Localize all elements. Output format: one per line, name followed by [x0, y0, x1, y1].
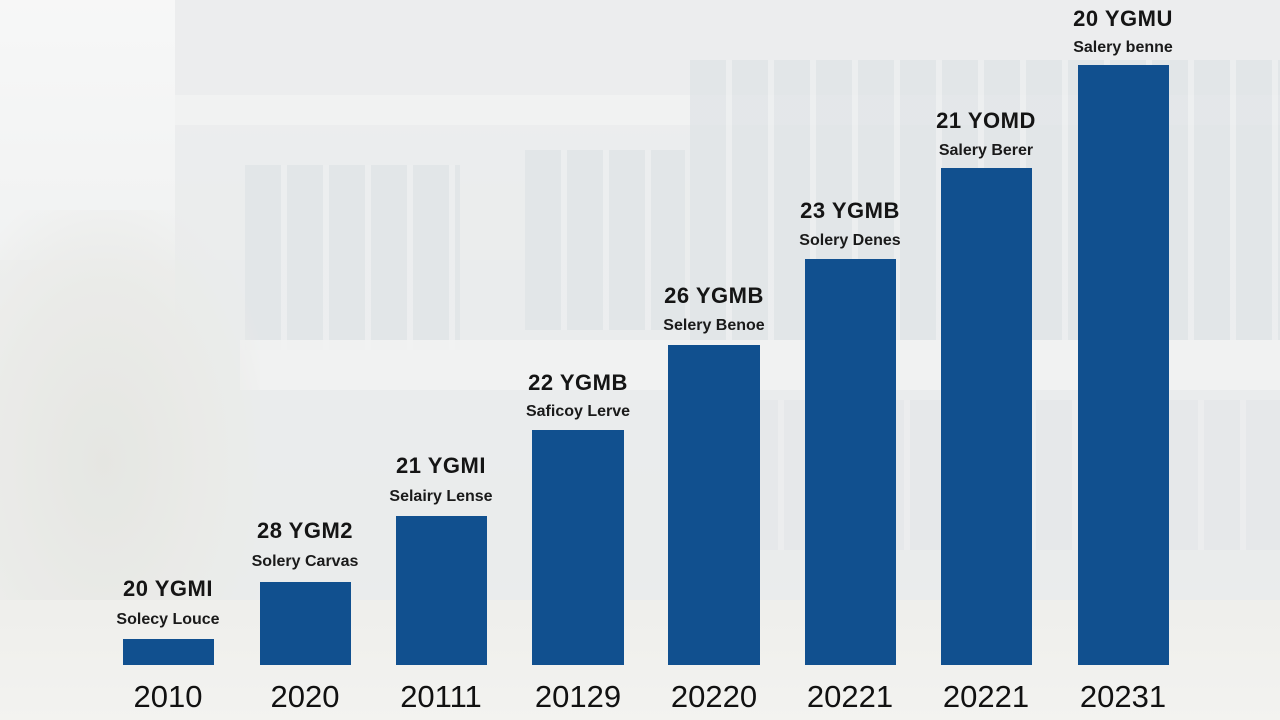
x-tick-label: 20220 [670, 679, 758, 714]
bar-caption-label: Selery Benoe [663, 317, 765, 334]
bar-value-label: 23 YGMB [800, 198, 900, 223]
bar-value-label: 21 YOMD [936, 108, 1036, 133]
bar-caption-label: Salery benne [1073, 39, 1173, 56]
x-tick-label: 2020 [270, 679, 340, 714]
building-windows [245, 165, 460, 350]
tree [0, 210, 260, 630]
bar-20111 [396, 516, 487, 665]
x-tick-label: 20221 [806, 679, 894, 714]
bar-20231 [1078, 65, 1169, 665]
bar-20129 [532, 430, 624, 665]
x-tick-label: 20129 [534, 679, 622, 714]
bar-value-label: 22 YGMB [528, 370, 628, 395]
bar-caption-label: Salery Berer [938, 142, 1034, 159]
x-tick-label: 2010 [133, 679, 203, 714]
bar-20221-b [941, 168, 1032, 665]
bar-caption-label: Solery Carvas [251, 553, 359, 570]
x-tick-label: 20111 [400, 679, 482, 714]
bar-caption-label: Saficoy Lerve [525, 403, 631, 420]
building-windows [525, 150, 685, 330]
bar-value-label: 20 YGMI [123, 576, 213, 601]
bar-value-label: 26 YGMB [664, 283, 764, 308]
bar-value-label: 28 YGM2 [256, 518, 354, 543]
bar-caption-label: Selairy Lense [389, 488, 493, 505]
x-tick-label: 20231 [1079, 679, 1167, 714]
bar-caption-label: Solery Denes [799, 232, 901, 249]
bar-value-label: 20 YGMU [1073, 6, 1173, 31]
bar-value-label: 21 YGMI [396, 453, 486, 478]
x-tick-label: 20221 [942, 679, 1030, 714]
bar-2020 [260, 582, 351, 665]
bar-20221-a [805, 259, 896, 665]
bar-caption-label: Solecy Louce [116, 611, 220, 628]
bar-20220 [668, 345, 760, 665]
bar-2010 [123, 639, 214, 665]
